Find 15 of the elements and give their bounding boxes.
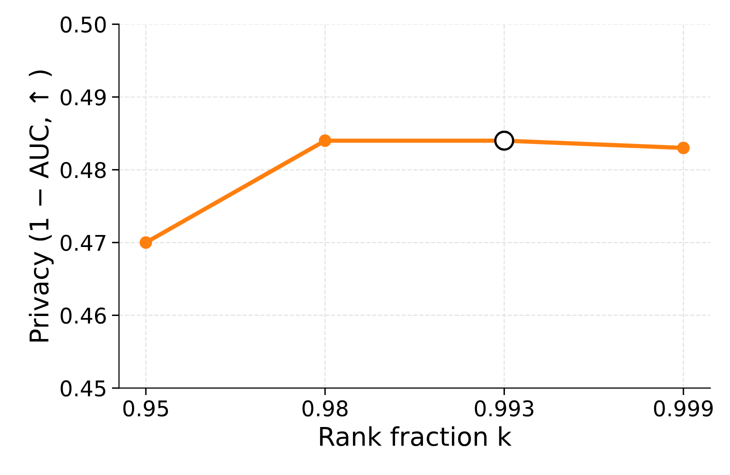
x-tick-label: 0.95 — [123, 400, 168, 417]
y-tick-label: 0.47 — [60, 234, 106, 252]
y-axis-title: Privacy (1 − AUC, ↑ ) — [28, 70, 54, 342]
point — [318, 134, 332, 147]
y-tick-label: 0.46 — [60, 308, 106, 324]
y-tick-label: 0.49 — [60, 89, 106, 106]
point — [140, 236, 152, 249]
y-tick-label: 0.50 — [60, 16, 106, 33]
x-axis-title: Rank fraction k — [320, 426, 512, 446]
y-tick-label: 0.45 — [60, 380, 106, 397]
x-tick-label: 0.999 — [654, 400, 713, 417]
y-tick-label: 0.48 — [60, 162, 106, 178]
point — [677, 142, 690, 154]
x-tick-label: 0.98 — [302, 400, 348, 417]
x-tick-label: 0.993 — [474, 400, 534, 417]
